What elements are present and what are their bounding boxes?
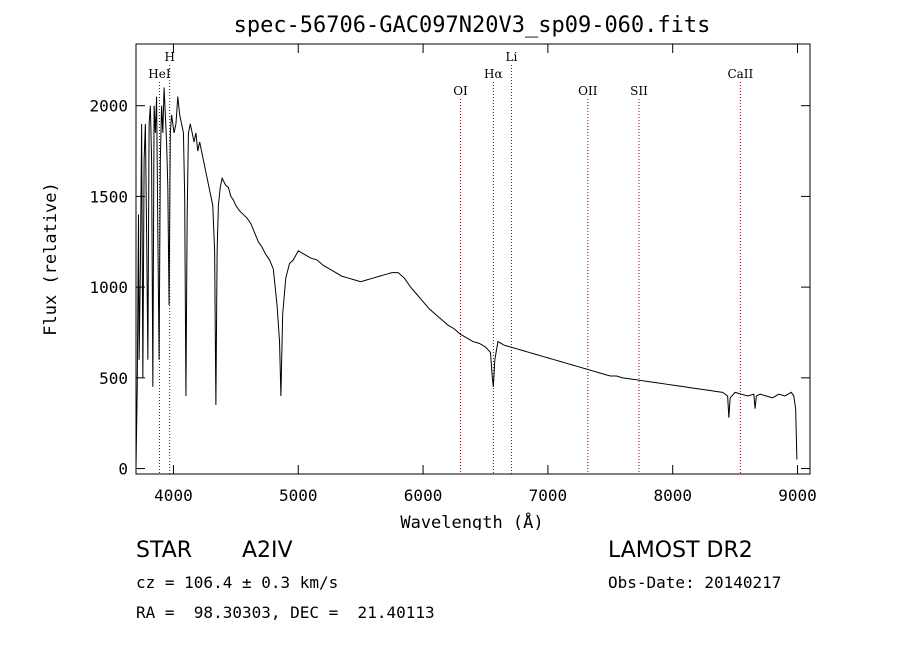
x-tick-label: 7000 [529,486,568,505]
spectral-line-label: OI [453,84,468,98]
axis-ticks: 4000 5000 6000 7000 8000 9000 0 500 1000 1500 2000 [89,44,817,505]
y-tick-label: 500 [99,369,128,388]
spectrum-line [135,87,798,469]
spectral-line-label: CaII [727,67,753,81]
spectral-line-label: HeI [148,67,171,81]
spectrum-chart: spec-56706-GAC097N20V3_sp09-060.fits 400… [41,13,817,530]
x-axis-label: Wavelength (Å) [400,511,543,530]
x-tick-label: 4000 [154,486,193,505]
observation-date: Obs-Date: 20140217 [608,573,782,592]
spectral-line-label: OII [578,84,598,98]
spectral-subclass: A2IV [242,538,293,563]
object-class: STAR [136,538,193,563]
y-tick-label: 0 [118,460,128,479]
survey-name: LAMOST DR2 [608,538,753,563]
coordinates: RA = 98.30303, DEC = 21.40113 [136,603,435,622]
y-tick-label: 1000 [89,278,128,297]
x-tick-label: 9000 [778,486,817,505]
y-tick-label: 1500 [89,187,128,206]
chart-title: spec-56706-GAC097N20V3_sp09-060.fits [234,13,711,38]
spectral-line-label: H [164,50,174,64]
spectral-line-label: Li [506,50,518,64]
y-axis-label: Flux (relative) [41,182,61,336]
x-tick-label: 5000 [279,486,318,505]
redshift-velocity: cz = 106.4 ± 0.3 km/s [136,573,339,592]
spectral-line-label: Hα [484,67,503,81]
plot-frame [135,43,811,475]
x-tick-label: 8000 [653,486,692,505]
spectral-line-markers [158,65,741,474]
x-tick-label: 6000 [404,486,443,505]
y-tick-label: 2000 [89,97,128,116]
spectral-line-label: SII [630,84,648,98]
